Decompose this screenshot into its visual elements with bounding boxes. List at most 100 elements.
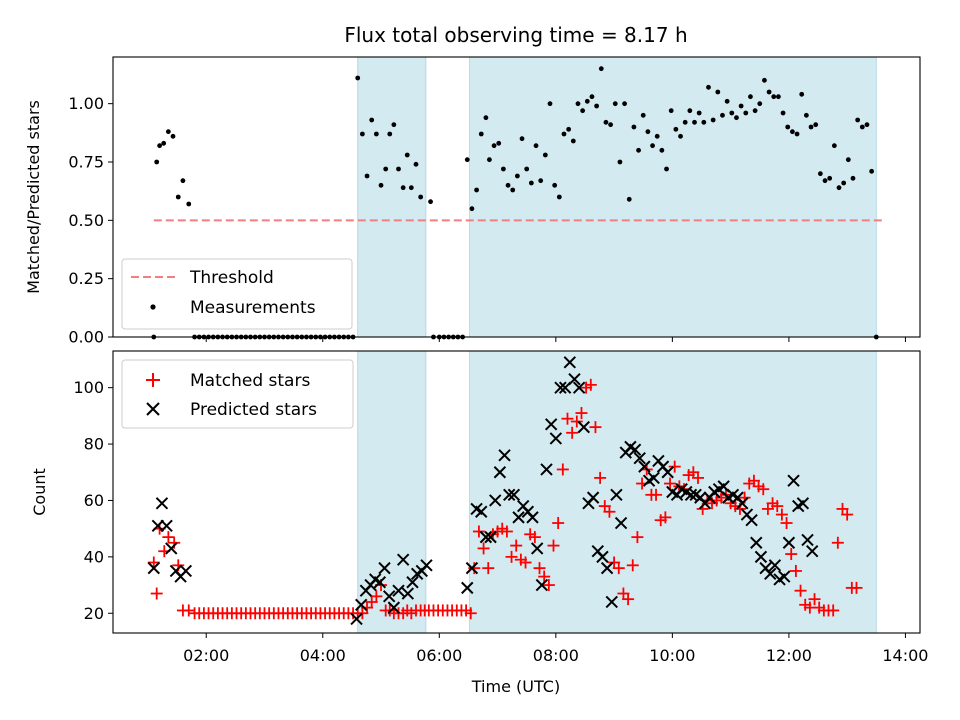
measurement-point [474,187,479,193]
predicted-star-point [507,488,521,502]
top-panel-y-ticks: 0.00 0.25 0.50 0.75 1.00 [68,94,113,347]
measurement-point [850,175,856,181]
measurement-point [528,180,534,186]
matched-star-point [775,508,788,521]
measurement-point [817,171,823,177]
predicted-star-point [160,519,173,533]
x-tick-label: 02:00 [183,646,229,665]
measurement-point [547,101,553,107]
matched-star-point [533,562,546,575]
predicted-star-point [577,420,591,434]
matched-star-point [556,463,569,476]
predicted-star-point [554,381,567,394]
measurement-point [396,166,401,172]
measurement-point [785,124,791,130]
measurement-point [369,117,375,123]
predicted-star-point [805,545,819,558]
measurement-point [500,166,506,172]
measurement-point [645,129,651,135]
predicted-star-point [493,466,507,479]
measurement-point [762,77,767,83]
measurement-point [612,101,618,107]
matched-star-point [757,483,770,496]
measurement-point [640,112,646,118]
x-axis-label: Time (UTC) [471,677,560,696]
y-tick-label: 0.00 [68,328,104,347]
matched-star-point [603,505,616,518]
measurement-point [682,119,688,125]
measurement-point [668,108,674,114]
matched-star-point [850,581,863,594]
measurement-point [580,108,586,114]
measurement-point [154,159,160,165]
x-tick-label: 12:00 [766,646,812,665]
predicted-star-point [489,494,502,507]
measurement-point [538,178,544,184]
predicted-star-point [638,460,651,473]
matched-star-point [472,525,485,538]
measurement-point [355,75,361,81]
measurement-point [373,131,379,137]
measurement-point [855,117,861,123]
predicted-star-point [647,471,660,485]
measurement-point [776,94,781,100]
measurement-point [505,182,511,188]
measurement-point [780,110,786,116]
predicted-star-point [392,584,405,597]
matched-star-point [612,562,625,575]
matched-star-point [808,593,821,606]
legend-box [121,359,354,429]
measurement-point [510,187,516,193]
predicted-star-point [535,578,549,592]
legend-matched-label: Matched stars [190,371,310,391]
measurement-point [794,131,800,137]
predicted-star-point [155,497,169,510]
matched-star-point [794,584,807,597]
measurement-point [391,122,397,128]
measurement-point [789,129,795,135]
matched-star-point [827,604,840,617]
measurement-point [608,122,614,128]
matched-star-point [538,570,551,583]
y-tick-label: 0.25 [68,269,104,288]
legend-predicted-swatch [146,402,160,416]
predicted-star-point [796,497,810,510]
predicted-star-point [540,463,553,476]
predicted-star-point [610,488,623,502]
predicted-star-point [387,601,401,614]
x-tick-label: 06:00 [416,646,462,665]
measurement-point [400,185,406,191]
y-tick-label: 20 [84,604,104,623]
top-panel-y-axis-label: Matched/Predicted stars [24,100,43,294]
matched-star-point [589,421,602,434]
bottom-panel-frame [112,350,921,634]
x-tick-label: 04:00 [300,646,346,665]
measurement-point [757,101,763,107]
measurement-point [428,199,433,205]
predicted-star-point [684,488,698,502]
measurement-point [487,157,492,163]
measurement-point [514,173,520,179]
measurement-point [556,194,562,200]
measurement-point [654,133,660,139]
top-panel-frame [112,56,921,338]
measurement-point [570,138,576,144]
predicted-star-point [586,491,600,504]
predicted-star-point [544,418,558,431]
matched-star-point [552,517,565,530]
matched-star-point [631,531,644,544]
legend-box [121,258,353,330]
measurement-point [524,166,530,172]
measurement-point [869,168,875,174]
predicted-star-point [165,542,178,555]
legend-predicted-label: Predicted stars [190,400,317,420]
matched-star-point [664,477,677,490]
measurement-point [589,94,595,100]
measurement-point [803,112,809,118]
y-tick-label: 80 [84,435,104,454]
matched-star-point [482,562,495,575]
measurement-point [491,143,497,149]
measurement-point [603,119,609,125]
predicted-star-point [614,516,628,530]
measurement-point [542,152,548,158]
